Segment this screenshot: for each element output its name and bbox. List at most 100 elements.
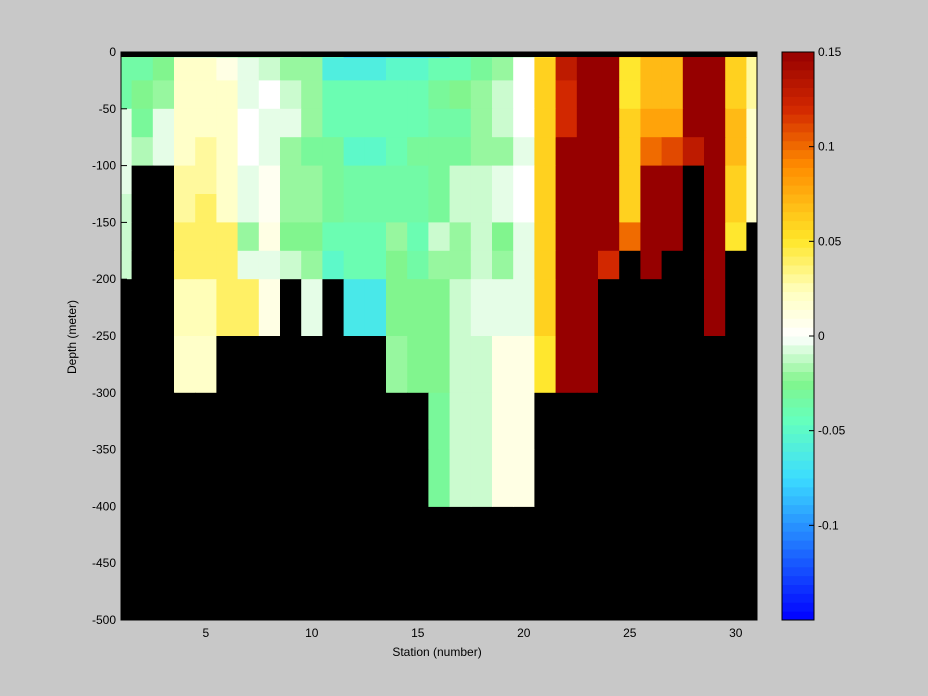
heatmap-cell xyxy=(216,57,239,81)
heatmap-cell xyxy=(513,80,535,110)
heatmap-cell xyxy=(407,57,429,81)
heatmap-cell xyxy=(725,194,747,223)
heatmap-cell xyxy=(280,137,302,167)
heatmap-cell xyxy=(301,222,323,252)
heatmap-cell xyxy=(322,194,345,223)
heatmap-cell xyxy=(301,80,323,110)
colorbar-swatch xyxy=(782,611,814,621)
heatmap-cell xyxy=(449,194,472,223)
colorbar-swatch xyxy=(782,380,814,390)
y-tick-label: -150 xyxy=(92,215,116,229)
heatmap-cell xyxy=(301,279,323,337)
colorbar-swatch xyxy=(782,220,814,230)
colorbar-swatch xyxy=(782,123,814,133)
colorbar-swatch xyxy=(782,362,814,372)
heatmap-cell xyxy=(152,279,175,337)
heatmap-cell xyxy=(343,222,366,252)
heatmap-cell xyxy=(428,137,451,167)
heatmap-cell xyxy=(555,222,578,252)
heatmap-cell xyxy=(343,336,366,394)
heatmap-cell xyxy=(682,392,705,451)
colorbar-swatch xyxy=(782,105,814,115)
heatmap-cell xyxy=(492,250,514,280)
x-tick-label: 15 xyxy=(411,626,425,640)
x-axis: 5 10 15 20 25 30 xyxy=(202,614,743,640)
heatmap-cell xyxy=(704,165,726,195)
heatmap-cell xyxy=(534,57,557,81)
heatmap-cell xyxy=(121,108,133,138)
colorbar-swatch xyxy=(782,52,814,62)
heatmap-cell xyxy=(661,108,684,138)
colorbar-swatch xyxy=(782,371,814,381)
heatmap-cell xyxy=(640,222,663,252)
heatmap-cell xyxy=(364,250,387,280)
colorbar-swatch xyxy=(782,522,814,532)
heatmap-cell xyxy=(492,222,514,252)
heatmap-cell xyxy=(661,194,684,223)
heatmap-cell xyxy=(661,165,684,195)
colorbar-swatch xyxy=(782,87,814,97)
colorbar-swatch xyxy=(782,318,814,328)
heatmap-cell xyxy=(216,250,239,280)
heatmap-cell xyxy=(661,392,684,451)
heatmap-cell xyxy=(174,80,196,110)
colorbar-swatch xyxy=(782,407,814,417)
heatmap-cell xyxy=(428,57,451,81)
heatmap-cell xyxy=(131,108,154,138)
heatmap-cell xyxy=(386,57,408,81)
heatmap-cell xyxy=(492,108,514,138)
heatmap-cell xyxy=(428,336,451,394)
colorbar-swatch xyxy=(782,389,814,399)
x-tick-label: 5 xyxy=(202,626,209,640)
heatmap-cell xyxy=(682,137,705,167)
heatmap-cell xyxy=(534,392,557,451)
heatmap-cell xyxy=(725,336,747,394)
heatmap-cell xyxy=(492,80,514,110)
colorbar-swatch xyxy=(782,194,814,204)
heatmap-cell xyxy=(746,194,758,223)
heatmap-cell xyxy=(131,165,154,195)
heatmap-cell xyxy=(237,222,260,252)
heatmap-cell xyxy=(725,80,747,110)
heatmap-cell xyxy=(534,165,557,195)
heatmap-cell xyxy=(428,108,451,138)
colorbar-swatch xyxy=(782,69,814,80)
colorbar-swatch xyxy=(782,185,814,195)
heatmap-cell xyxy=(725,392,747,451)
heatmap-cell xyxy=(364,279,387,337)
heatmap-cell xyxy=(576,222,599,252)
heatmap-cell xyxy=(322,250,345,280)
heatmap-cell xyxy=(280,57,302,81)
heatmap-cell xyxy=(661,80,684,110)
heatmap-cell xyxy=(131,336,154,394)
colorbar-swatch xyxy=(782,602,814,612)
heatmap-cell xyxy=(746,165,758,195)
colorbar-swatch xyxy=(782,300,814,310)
heatmap-cell xyxy=(661,449,684,507)
heatmap-cell xyxy=(598,449,620,507)
heatmap-cell xyxy=(364,108,387,138)
heatmap-cell xyxy=(534,108,557,138)
heatmap-cell xyxy=(640,449,663,507)
heatmap-cell xyxy=(364,57,387,81)
heatmap-cell xyxy=(513,137,535,167)
heatmap-cell xyxy=(555,108,578,138)
heatmap-cell xyxy=(534,222,557,252)
colorbar-swatch xyxy=(782,158,814,168)
heatmap-cell xyxy=(682,222,705,252)
heatmap-cell xyxy=(322,222,345,252)
heatmap-cell xyxy=(534,137,557,167)
x-tick-label: 10 xyxy=(305,626,319,640)
heatmap-cell xyxy=(492,57,514,81)
heatmap-cell xyxy=(195,279,217,337)
heatmap-cell xyxy=(576,108,599,138)
heatmap-cell xyxy=(746,279,758,337)
plot-area xyxy=(120,51,758,621)
heatmap-cell xyxy=(121,57,133,81)
heatmap-cell xyxy=(534,336,557,394)
heatmap-cell xyxy=(343,108,366,138)
heatmap-cell xyxy=(343,250,366,280)
heatmap-cell xyxy=(470,336,493,394)
heatmap-cell xyxy=(174,165,196,195)
heatmap-cell xyxy=(386,108,408,138)
